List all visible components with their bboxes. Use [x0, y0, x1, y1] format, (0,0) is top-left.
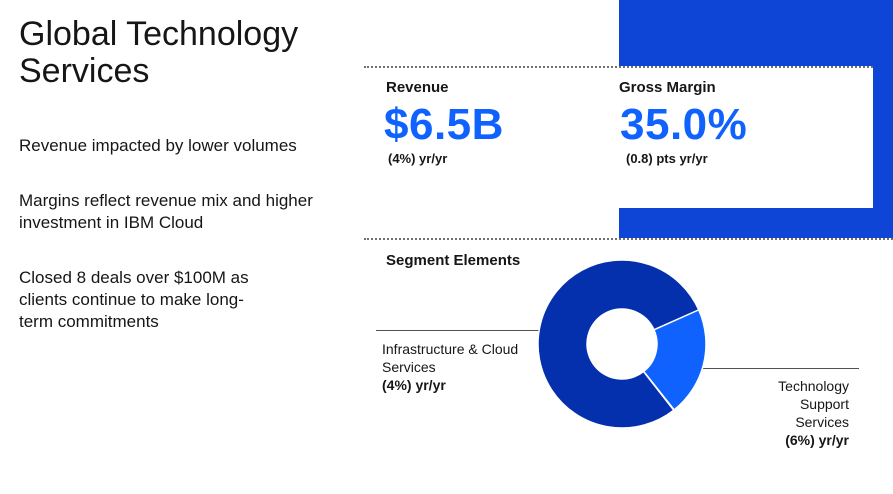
segment-infrastructure-change: (4%) yr/yr [382, 377, 446, 393]
bullet-revenue: Revenue impacted by lower volumes [19, 136, 297, 155]
page-title: Global Technology Services [19, 15, 299, 90]
segment-support-name: Technology Support Services [778, 378, 849, 430]
bullet-deals: Closed 8 deals over $100M as clients con… [19, 268, 249, 331]
leader-line-infrastructure [376, 330, 551, 331]
segment-infrastructure-text: Infrastructure & Cloud Services (4%) yr/… [382, 340, 522, 394]
segment-support-text: Technology Support Services (6%) yr/yr [749, 377, 849, 449]
revenue-change: (4%) yr/yr [388, 151, 448, 166]
leader-line-support [694, 368, 859, 369]
segment-infrastructure-name: Infrastructure & Cloud Services [382, 341, 519, 375]
bullet-margins: Margins reflect revenue mix and higher i… [19, 191, 313, 232]
metrics-card: Revenue $6.5B (4%) yr/yr Gross Margin 35… [364, 66, 873, 208]
gross-margin-change: (0.8) pts yr/yr [626, 151, 708, 166]
segment-support-change: (6%) yr/yr [785, 432, 849, 448]
donut-slice-infrastructure [537, 259, 700, 429]
gross-margin-label: Gross Margin [619, 79, 716, 96]
segments-title: Segment Elements [386, 252, 521, 269]
segment-donut-chart [537, 259, 707, 429]
gross-margin-value: 35.0% [620, 100, 748, 149]
donut-slice-support [642, 308, 707, 411]
segments-card: Segment Elements Infrastructure & Cloud … [364, 238, 893, 494]
revenue-label: Revenue [386, 79, 449, 96]
revenue-value: $6.5B [384, 100, 504, 149]
